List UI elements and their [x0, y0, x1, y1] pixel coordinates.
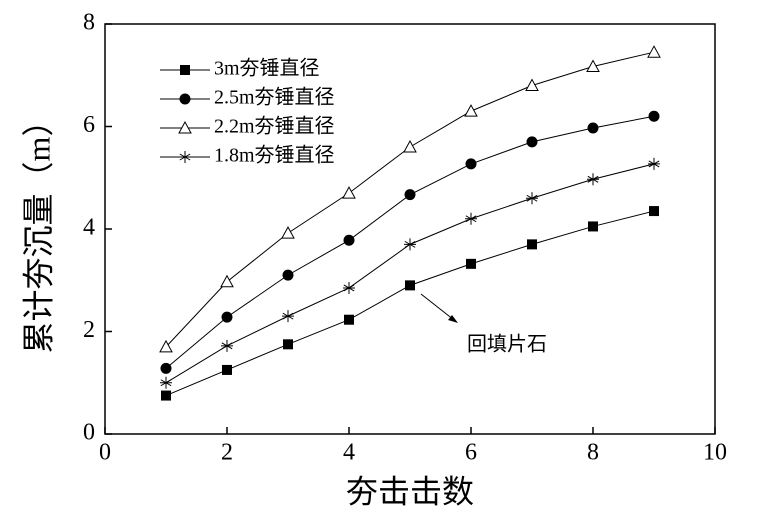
data-point — [282, 269, 294, 281]
legend-marker — [178, 120, 192, 134]
data-point — [527, 239, 537, 250]
data-point — [648, 157, 660, 170]
data-point — [221, 311, 233, 323]
annotation: 回填片石 — [467, 333, 547, 356]
data-point — [222, 364, 232, 375]
legend-label: 3m夯锤直径 — [214, 57, 320, 80]
data-point — [283, 339, 293, 350]
data-point — [404, 189, 416, 201]
legend-label: 1.8m夯锤直径 — [214, 144, 335, 167]
legend-label: 2.2m夯锤直径 — [214, 115, 335, 138]
legend-marker — [180, 65, 190, 75]
annotation-arrowhead — [448, 315, 458, 323]
x-tick-label: 8 — [587, 440, 599, 466]
data-point — [649, 206, 659, 217]
annotation-arrow — [420, 293, 455, 321]
y-tick-label: 4 — [83, 215, 95, 241]
data-point — [161, 390, 171, 401]
x-tick-label: 2 — [221, 440, 233, 466]
data-point — [586, 59, 600, 73]
data-point — [403, 139, 417, 153]
y-tick-label: 6 — [83, 112, 95, 138]
data-point — [587, 173, 599, 186]
x-tick-label: 10 — [703, 440, 727, 466]
data-point — [159, 339, 173, 353]
x-tick-label: 0 — [99, 440, 111, 466]
data-point — [281, 226, 295, 239]
data-point — [344, 314, 354, 325]
x-axis-title: 夯击击数 — [346, 473, 474, 509]
data-point — [405, 280, 415, 291]
data-point — [221, 339, 233, 352]
data-point — [526, 192, 538, 205]
data-point — [282, 310, 294, 323]
data-point — [587, 122, 599, 134]
legend-marker — [179, 93, 191, 105]
x-tick-label: 4 — [343, 440, 355, 466]
data-point — [220, 274, 234, 288]
data-point — [525, 78, 539, 91]
y-tick-label: 0 — [83, 420, 95, 446]
data-point — [160, 376, 172, 389]
data-point — [465, 212, 477, 225]
y-axis-title: 累计夯沉量（m） — [20, 105, 56, 354]
x-tick-label: 6 — [465, 440, 477, 466]
data-point — [648, 110, 660, 122]
data-point — [342, 186, 356, 199]
legend-label: 2.5m夯锤直径 — [214, 86, 335, 109]
data-point — [404, 238, 416, 251]
y-tick-label: 8 — [83, 10, 95, 36]
data-point — [464, 104, 478, 117]
y-tick-label: 2 — [83, 317, 95, 343]
data-point — [588, 221, 598, 232]
data-point — [526, 136, 538, 148]
data-point — [160, 362, 172, 374]
data-point — [343, 281, 355, 294]
data-point — [647, 45, 661, 58]
data-point — [466, 258, 476, 269]
plot-frame — [104, 23, 716, 435]
data-point — [343, 234, 355, 246]
legend-marker — [179, 151, 191, 163]
data-point — [465, 158, 477, 170]
